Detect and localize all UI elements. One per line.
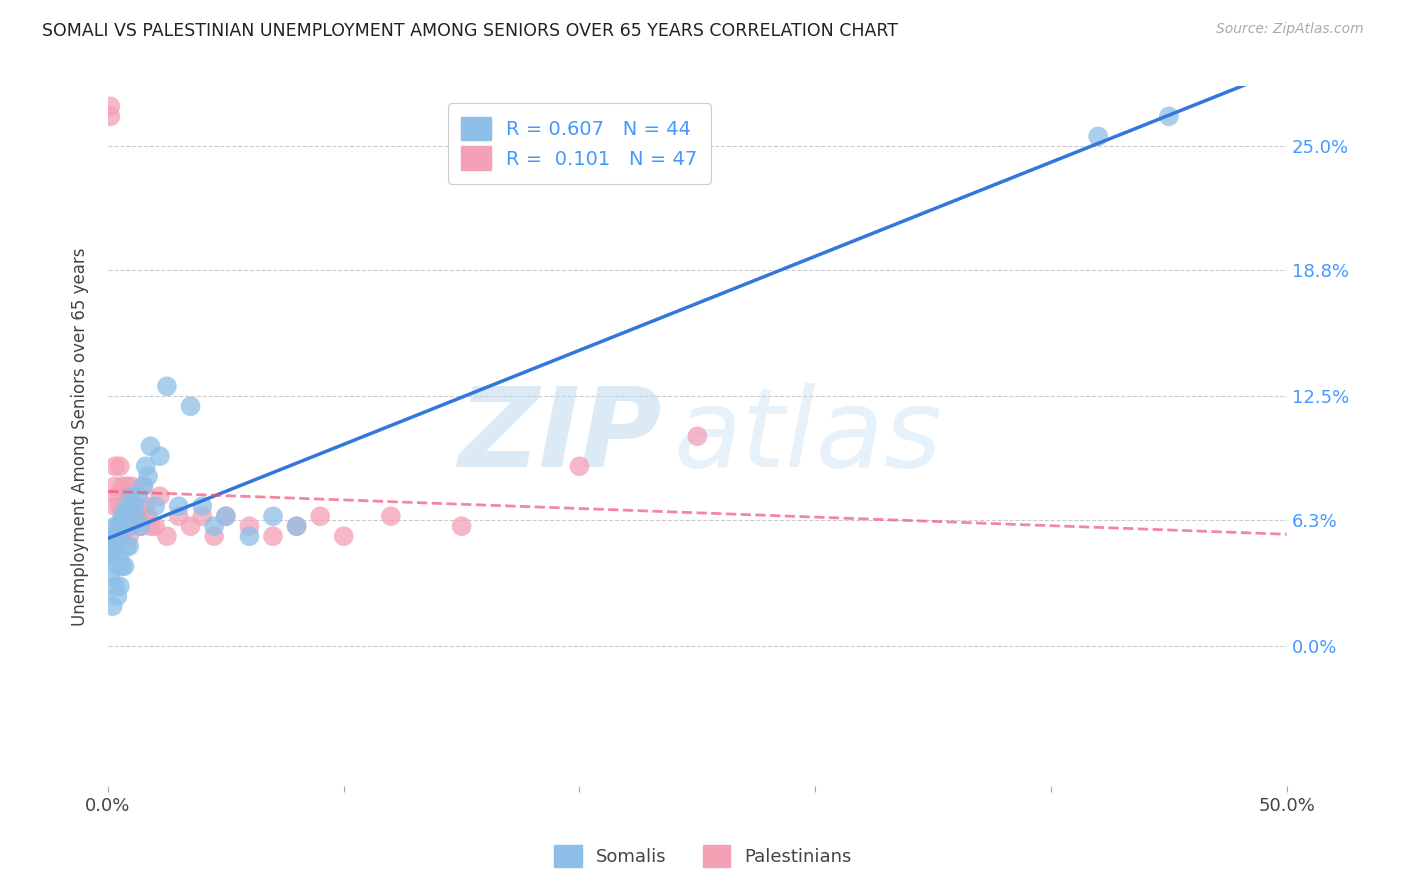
Point — [156, 529, 179, 543]
Point — [107, 559, 129, 574]
Point — [132, 479, 155, 493]
Point — [104, 459, 127, 474]
Point — [104, 579, 127, 593]
Point — [118, 539, 141, 553]
Point — [156, 379, 179, 393]
Point — [101, 529, 124, 543]
Point — [262, 529, 284, 543]
Point — [129, 519, 152, 533]
Point — [179, 399, 201, 413]
Point — [143, 519, 166, 533]
Text: atlas: atlas — [673, 383, 942, 490]
Point — [215, 509, 238, 524]
Point — [135, 459, 157, 474]
Point — [332, 529, 354, 543]
Point — [191, 500, 214, 514]
Point — [98, 99, 121, 113]
Point — [1157, 109, 1180, 123]
Point — [1087, 129, 1109, 144]
Point — [129, 519, 152, 533]
Point — [118, 489, 141, 503]
Point — [108, 500, 131, 514]
Point — [115, 500, 138, 514]
Point — [101, 539, 124, 553]
Point — [107, 529, 129, 543]
Point — [104, 519, 127, 533]
Point — [115, 539, 138, 553]
Point — [238, 529, 260, 543]
Point — [167, 500, 190, 514]
Point — [98, 109, 121, 123]
Point — [135, 500, 157, 514]
Point — [128, 509, 150, 524]
Point — [125, 509, 148, 524]
Point — [149, 489, 172, 503]
Point — [111, 509, 134, 524]
Point — [262, 509, 284, 524]
Point — [121, 479, 143, 493]
Point — [111, 519, 134, 533]
Point — [149, 449, 172, 463]
Point — [143, 500, 166, 514]
Point — [111, 559, 134, 574]
Point — [202, 519, 225, 533]
Point — [114, 509, 136, 524]
Point — [101, 529, 124, 543]
Point — [118, 529, 141, 543]
Point — [167, 509, 190, 524]
Point — [139, 519, 162, 533]
Point — [121, 519, 143, 533]
Legend: Somalis, Palestinians: Somalis, Palestinians — [547, 838, 859, 874]
Point — [104, 549, 127, 564]
Text: Source: ZipAtlas.com: Source: ZipAtlas.com — [1216, 22, 1364, 37]
Point — [108, 529, 131, 543]
Point — [238, 519, 260, 533]
Point — [114, 509, 136, 524]
Text: ZIP: ZIP — [458, 383, 662, 490]
Point — [202, 529, 225, 543]
Point — [136, 469, 159, 483]
Point — [101, 599, 124, 614]
Point — [98, 549, 121, 564]
Point — [122, 509, 145, 524]
Point — [125, 500, 148, 514]
Point — [136, 509, 159, 524]
Point — [104, 500, 127, 514]
Point — [132, 479, 155, 493]
Point — [98, 569, 121, 583]
Point — [179, 519, 201, 533]
Point — [107, 589, 129, 603]
Point — [104, 479, 127, 493]
Point — [128, 489, 150, 503]
Point — [114, 559, 136, 574]
Point — [215, 509, 238, 524]
Point — [139, 439, 162, 453]
Point — [285, 519, 308, 533]
Point — [108, 579, 131, 593]
Point — [191, 509, 214, 524]
Point — [121, 489, 143, 503]
Point — [450, 519, 472, 533]
Point — [686, 429, 709, 443]
Point — [108, 459, 131, 474]
Point — [107, 489, 129, 503]
Point — [568, 459, 591, 474]
Point — [115, 519, 138, 533]
Point — [115, 479, 138, 493]
Point — [107, 519, 129, 533]
Point — [121, 509, 143, 524]
Point — [108, 519, 131, 533]
Legend: R = 0.607   N = 44, R =  0.101   N = 47: R = 0.607 N = 44, R = 0.101 N = 47 — [449, 103, 711, 184]
Point — [108, 549, 131, 564]
Point — [380, 509, 402, 524]
Point — [101, 539, 124, 553]
Point — [122, 500, 145, 514]
Point — [114, 500, 136, 514]
Y-axis label: Unemployment Among Seniors over 65 years: Unemployment Among Seniors over 65 years — [72, 247, 89, 625]
Point — [285, 519, 308, 533]
Point — [111, 479, 134, 493]
Text: SOMALI VS PALESTINIAN UNEMPLOYMENT AMONG SENIORS OVER 65 YEARS CORRELATION CHART: SOMALI VS PALESTINIAN UNEMPLOYMENT AMONG… — [42, 22, 898, 40]
Point — [309, 509, 332, 524]
